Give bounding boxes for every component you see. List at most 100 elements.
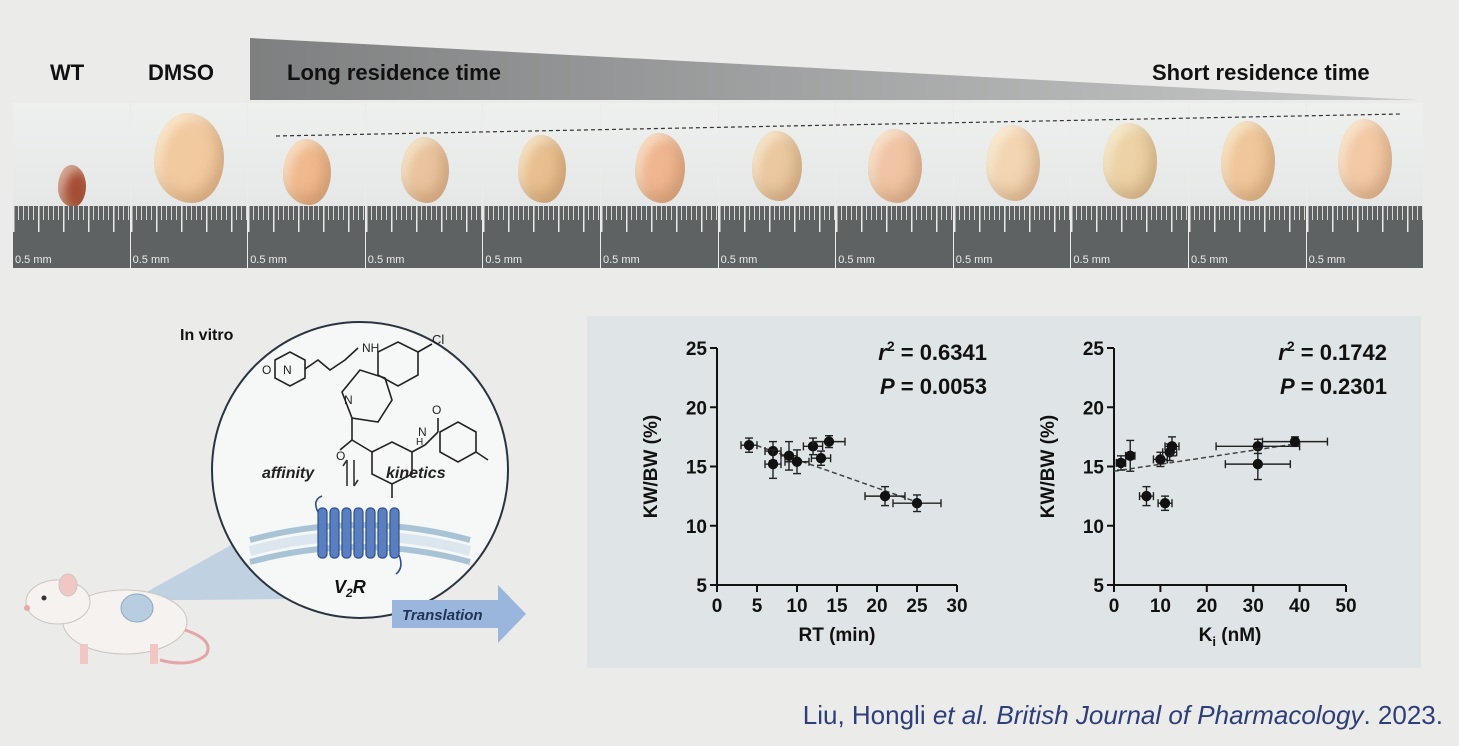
- data-point: [1164, 436, 1180, 457]
- data-point: [1157, 495, 1173, 512]
- x-tick-label: 30: [946, 596, 967, 617]
- kidney-photo: [634, 133, 685, 203]
- y-tick-label: 10: [1083, 517, 1104, 538]
- o-atom-3: O: [432, 403, 441, 417]
- ruler: 0.5 mm: [953, 206, 1071, 268]
- kidney-panel: 0.5 mm: [248, 103, 365, 268]
- chemical-structure: [274, 341, 489, 498]
- x-axis-label: RT (min): [798, 625, 875, 646]
- kidney-panel: 0.5 mm: [13, 103, 130, 268]
- y-axis-label: KW/BW (%): [1038, 415, 1059, 518]
- kidney-photo: [400, 137, 449, 203]
- o-atom-1: O: [262, 363, 271, 377]
- in-vitro-label: In vitro: [180, 327, 234, 344]
- x-tick-label: 5: [752, 596, 763, 617]
- ruler-label: 0.5 mm: [955, 254, 993, 266]
- y-axis-label: KW/BW (%): [641, 415, 662, 518]
- x-tick-label: 50: [1335, 596, 1356, 617]
- kidney-photo: [985, 125, 1040, 201]
- y-tick-label: 20: [686, 398, 707, 419]
- ruler-label: 0.5 mm: [1308, 254, 1346, 266]
- data-point: [740, 437, 758, 453]
- trend-dashed-line: [275, 113, 1401, 137]
- ruler-label: 0.5 mm: [603, 254, 640, 266]
- kidney-photo: [154, 113, 225, 203]
- r-squared-annotation: r2 = 0.1742: [1278, 338, 1387, 365]
- v2r-receptor: [317, 507, 400, 559]
- x-tick-label: 40: [1289, 596, 1310, 617]
- n-atom-2: N: [344, 393, 353, 407]
- x-tick-label: 20: [866, 596, 887, 617]
- p-value-annotation: P = 0.2301: [1280, 374, 1387, 399]
- x-tick-label: 10: [1150, 596, 1171, 617]
- kidney-panel: 0.5 mm: [130, 103, 248, 268]
- ruler: 0.5 mm: [601, 206, 718, 268]
- citation: Liu, Hongli et al. British Journal of Ph…: [803, 700, 1443, 731]
- data-point: [1224, 448, 1292, 481]
- affinity-label: affinity: [262, 465, 315, 482]
- x-tick-label: 30: [1243, 596, 1264, 617]
- chart-panel: [587, 316, 1421, 668]
- kidney-panel: 0.5 mm: [718, 103, 836, 268]
- x-tick-label: 0: [712, 596, 723, 617]
- ruler: 0.5 mm: [13, 206, 130, 268]
- y-tick-label: 5: [696, 576, 707, 597]
- fit-line: [748, 442, 918, 503]
- kidney-photo: [282, 139, 331, 205]
- long-residence-label: Long residence time: [287, 60, 501, 85]
- kidney-panel: 0.5 mm: [1071, 103, 1188, 268]
- n-atom-1: N: [283, 363, 292, 377]
- kidney-photo: [57, 165, 86, 207]
- nh-atom: NH: [362, 341, 379, 355]
- dmso-label: DMSO: [148, 60, 214, 85]
- y-tick-label: 25: [686, 339, 708, 360]
- ruler-label: 0.5 mm: [485, 254, 523, 266]
- fit-line: [1113, 443, 1296, 472]
- ruler: 0.5 mm: [365, 206, 483, 268]
- translation-arrow: [392, 585, 526, 643]
- kidney-panel: 0.5 mm: [1306, 103, 1424, 268]
- ruler-label: 0.5 mm: [720, 254, 758, 266]
- cl-atom: Cl: [432, 332, 444, 347]
- kinetics-label: kinetics: [386, 465, 446, 482]
- ruler: 0.5 mm: [248, 206, 365, 268]
- y-tick-label: 15: [1083, 458, 1105, 479]
- kidney-photo-strip: 0.5 mm 0.5 mm 0.5 mm 0.5 mm 0.5 mm 0.5 mm 0.5 …: [13, 103, 1425, 268]
- kidney-photo: [867, 129, 922, 203]
- ruler: 0.5 mm: [718, 206, 836, 268]
- data-point: [1124, 439, 1136, 472]
- x-axis-label: Ki (nM): [1199, 625, 1262, 649]
- kidney-photo: [518, 135, 567, 203]
- ruler-label: 0.5 mm: [132, 254, 170, 266]
- kidney-photo: [1338, 119, 1393, 199]
- y-tick-label: 15: [686, 458, 708, 479]
- r-squared-annotation: r2 = 0.6341: [878, 338, 987, 365]
- ruler: 0.5 mm: [1189, 206, 1306, 268]
- data-point: [764, 449, 782, 480]
- data-point: [892, 494, 942, 513]
- o-atom-2: O: [336, 449, 345, 463]
- ruler: 0.5 mm: [836, 206, 953, 268]
- kidney-panel: 0.5 mm: [365, 103, 483, 268]
- ruler-label: 0.5 mm: [250, 254, 287, 266]
- x-tick-label: 0: [1109, 596, 1120, 617]
- kidney-photo: [752, 131, 803, 201]
- translation-label: Translation: [402, 607, 483, 624]
- receptor-label: V2R: [334, 577, 366, 600]
- data-point: [812, 434, 846, 449]
- ruler: 0.5 mm: [483, 206, 600, 268]
- mouse-illustration: [24, 573, 210, 665]
- citation-year: . 2023.: [1363, 700, 1443, 730]
- ruler-label: 0.5 mm: [1191, 254, 1228, 266]
- citation-authors: Liu, Hongli: [802, 700, 933, 730]
- ruler-label: 0.5 mm: [1073, 254, 1111, 266]
- short-residence-label: Short residence time: [1152, 60, 1370, 85]
- kidney-panel: 0.5 mm: [601, 103, 718, 268]
- data-point: [784, 449, 810, 475]
- p-value-annotation: P = 0.0053: [880, 374, 987, 399]
- kidney-photo: [1103, 123, 1158, 199]
- ruler: 0.5 mm: [130, 206, 248, 268]
- y-tick-label: 20: [1083, 398, 1104, 419]
- ruler-label: 0.5 mm: [838, 254, 875, 266]
- y-tick-label: 10: [686, 517, 707, 538]
